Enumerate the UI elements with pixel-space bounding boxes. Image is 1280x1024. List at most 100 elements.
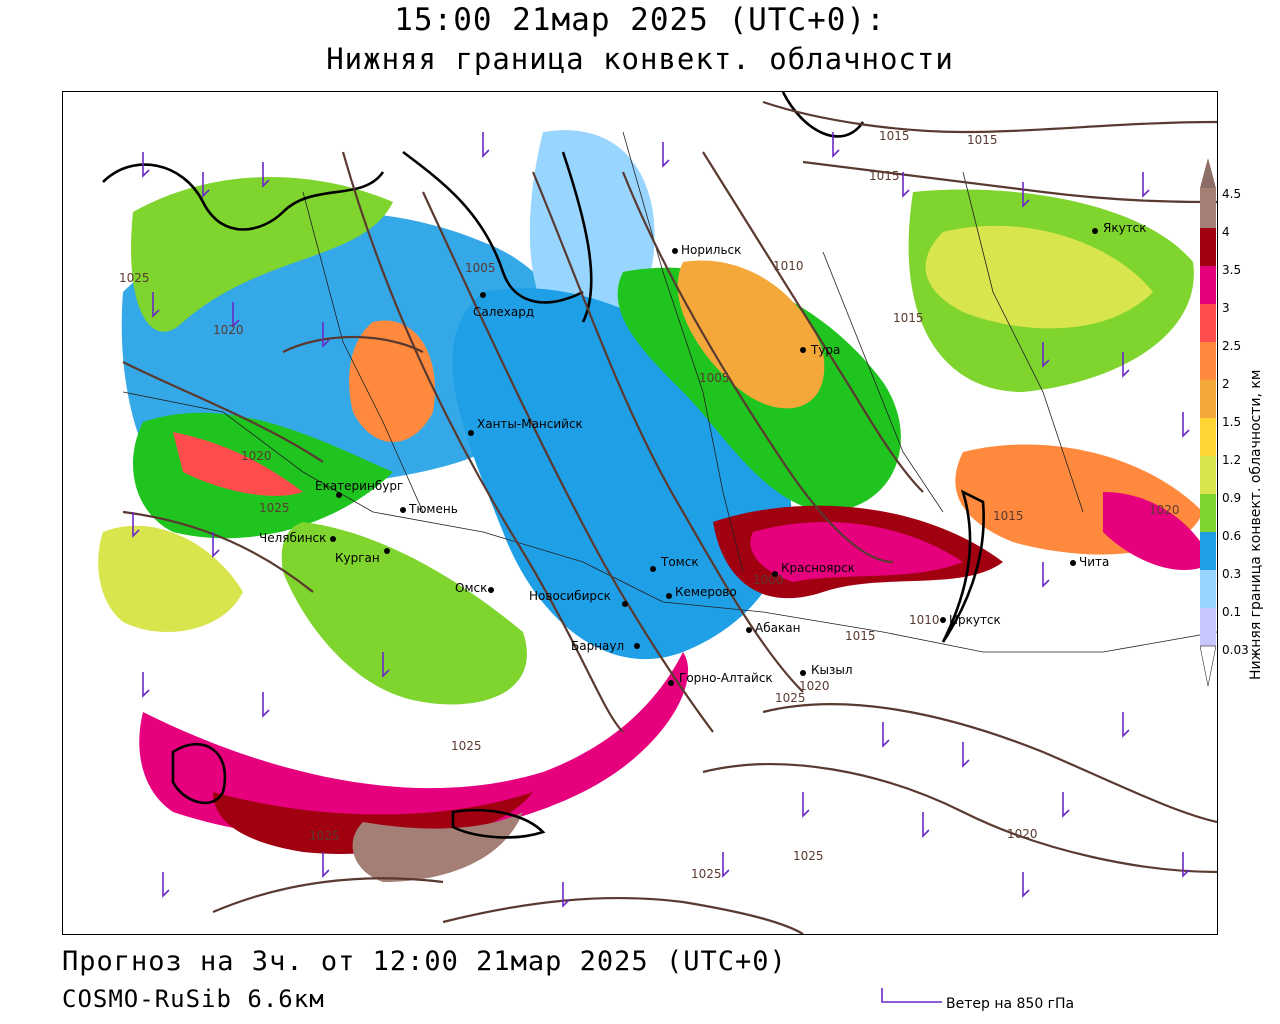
cloud-red-west: [173, 432, 303, 496]
city-label: Новосибирск: [529, 589, 611, 603]
colorbar-tick-label: 1.5: [1222, 415, 1242, 429]
city-marker: [330, 536, 336, 542]
city-marker: [666, 593, 672, 599]
coastline: [102, 92, 985, 839]
isobar-label: 1025: [309, 829, 340, 843]
city-marker: [668, 680, 674, 686]
city-marker: [672, 248, 678, 254]
map-title: 15:00 21мар 2025 (UTC+0):: [394, 2, 886, 38]
isobar-label: 1020: [799, 679, 830, 693]
isobar-label: 1015: [845, 629, 876, 643]
colorbar-tick-label: 1.2: [1222, 453, 1242, 467]
isobar-label: 1020: [1007, 827, 1038, 841]
colorbar-top-arrow: [1200, 158, 1216, 188]
colorbar-bottom-arrow: [1200, 645, 1216, 687]
city-label: Омск: [455, 581, 487, 595]
isobar-label: 1000: [753, 573, 784, 587]
colorbar-tick-label: 4: [1222, 225, 1230, 239]
city-label: Кемерово: [675, 585, 737, 599]
cloud-orange-west: [349, 320, 435, 442]
city-marker: [746, 627, 752, 633]
cloud-green-west: [131, 177, 393, 332]
city-marker: [480, 292, 486, 298]
city-label: Ханты-Мансийск: [477, 417, 583, 431]
cities: Якутск Норильск Салехард Тура Ханты-Манс…: [259, 221, 1147, 686]
colorbar-segment: [1200, 304, 1216, 342]
city-marker: [650, 566, 656, 572]
model-name: COSMO-RuSib 6.6км: [62, 985, 325, 1013]
city-marker: [940, 617, 946, 623]
map-canvas: 1015 1015 1015 1005 1010 1025 1020 1005 …: [98, 92, 1217, 934]
city-label: Барнаул: [571, 639, 624, 653]
city-label: Тура: [810, 343, 840, 357]
city-label: Чита: [1079, 555, 1109, 569]
city-marker: [1092, 228, 1098, 234]
isobar-label: 1025: [691, 867, 722, 881]
isobar-label: 1010: [773, 259, 804, 273]
isobar-label: 1025: [119, 271, 150, 285]
cloud-magenta-band: [750, 522, 963, 582]
colorbar-segment: [1200, 532, 1216, 570]
city-label: Красноярск: [781, 561, 855, 575]
isobar-label: 1005: [465, 261, 496, 275]
city-label: Томск: [660, 555, 699, 569]
city-label: Екатеринбург: [315, 479, 403, 493]
map-subtitle: Нижняя граница конвект. облачности: [326, 42, 954, 76]
colorbar-tick-label: 0.1: [1222, 605, 1242, 619]
city-label: Курган: [335, 551, 380, 565]
boundaries: [122, 131, 1217, 653]
forecast-info: Прогноз на 3ч. от 12:00 21мар 2025 (UTC+…: [62, 946, 787, 977]
colorbar-tick-label: 0.03: [1222, 643, 1249, 657]
colorbar-tick-label: 2: [1222, 377, 1230, 391]
city-label: Якутск: [1103, 221, 1147, 235]
city-marker: [622, 601, 628, 607]
map-panel: 1015 1015 1015 1005 1010 1025 1020 1005 …: [62, 91, 1218, 935]
colorbar-segment: [1200, 266, 1216, 304]
wind-barb-legend-icon: [881, 988, 942, 1003]
colorbar-segment: [1200, 380, 1216, 418]
isobar-label: 1020: [241, 449, 272, 463]
colorbar-segment: [1200, 608, 1216, 646]
colorbar-segment: [1200, 570, 1216, 608]
isobar-label: 1015: [967, 133, 998, 147]
city-marker: [488, 587, 494, 593]
isobar-label: 1025: [259, 501, 290, 515]
city-label: Тюмень: [408, 502, 458, 516]
isobar-label: 1015: [879, 129, 910, 143]
isobar-label: 1015: [893, 311, 924, 325]
isobars: [122, 100, 1217, 934]
city-marker: [384, 548, 390, 554]
colorbar-tick-label: 3.5: [1222, 263, 1242, 277]
city-label: Абакан: [755, 621, 800, 635]
isobar-label: 1005: [699, 371, 730, 385]
colorbar-tick-label: 3: [1222, 301, 1230, 315]
colorbar-segment: [1200, 188, 1216, 228]
city-marker: [634, 643, 640, 649]
cloud-green-south: [281, 522, 527, 705]
colorbar-tick-label: 0.3: [1222, 567, 1242, 581]
isobar-label: 1020: [213, 323, 244, 337]
isobar-label: 1010: [909, 613, 940, 627]
colorbar-title: Нижняя граница конвект. облачности, км: [1248, 369, 1264, 680]
wind-legend-label: Ветер на 850 гПа: [946, 996, 1075, 1012]
colorbar-segment: [1200, 228, 1216, 266]
isobar-label: 1015: [869, 169, 900, 183]
isobar-labels: 1015 1015 1015 1005 1010 1025 1020 1005 …: [119, 129, 1180, 881]
cloud-yellow-west: [98, 525, 244, 632]
cloud-orange-north: [677, 260, 825, 409]
city-marker: [400, 507, 406, 513]
cloud-brown-south: [352, 812, 523, 882]
city-label: Салехард: [473, 305, 534, 319]
cloud-south-red: [213, 792, 533, 854]
isobar-label: 1025: [451, 739, 482, 753]
isobar-label: 1025: [775, 691, 806, 705]
colorbar-segment: [1200, 494, 1216, 532]
city-marker: [1070, 560, 1076, 566]
wind-barbs: [132, 132, 1190, 908]
cloud-south-band: [139, 652, 689, 840]
colorbar-segment: [1200, 342, 1216, 380]
colorbar-tick-label: 2.5: [1222, 339, 1242, 353]
colorbar-segment: [1200, 418, 1216, 456]
isobar-label: 1015: [993, 509, 1024, 523]
city-label: Челябинск: [259, 531, 326, 545]
